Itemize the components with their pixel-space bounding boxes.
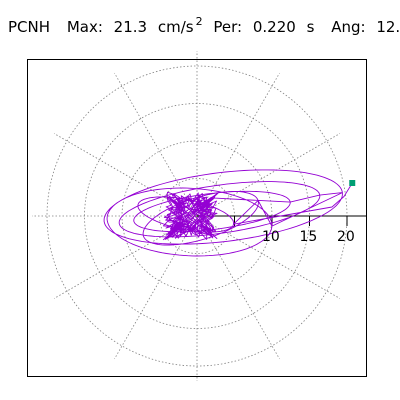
period-label: Per: (213, 18, 243, 36)
radial-axis (197, 215, 366, 226)
peak-marker (349, 180, 356, 186)
header-bar: PCNH Max: 21.3 cm/s 2 Per: 0.220 s Ang: 1… (8, 16, 400, 38)
max-unit-exponent: 2 (195, 15, 203, 28)
period-value: 0.220 (252, 18, 296, 36)
grid-spoke-60 (196, 72, 280, 217)
station-code: PCNH (8, 18, 51, 36)
trace-layer (103, 169, 353, 257)
grid-spoke-120 (114, 72, 198, 217)
angle-label: Ang: (331, 18, 366, 36)
tick-label-15: 15 (300, 229, 318, 245)
tick-label-10: 10 (262, 229, 280, 245)
angle-value: 12.5 (376, 18, 400, 36)
grid-spoke-150 (53, 133, 198, 217)
grid-spoke-330 (196, 215, 341, 299)
grid-spoke-30 (196, 133, 341, 217)
marker-layer (349, 180, 356, 186)
grid-spoke-240 (114, 215, 198, 360)
tick-labels: 10 15 20 (262, 229, 355, 245)
motion-trace (103, 169, 353, 257)
tick-label-20: 20 (337, 229, 355, 245)
grid-spoke-210 (53, 215, 198, 299)
grid-spoke-300 (196, 215, 280, 360)
max-unit: cm/s (157, 18, 194, 36)
max-value: 21.3 (113, 18, 148, 36)
max-label: Max: (66, 18, 103, 36)
period-unit: s (306, 18, 315, 36)
plot-frame (27, 59, 367, 377)
